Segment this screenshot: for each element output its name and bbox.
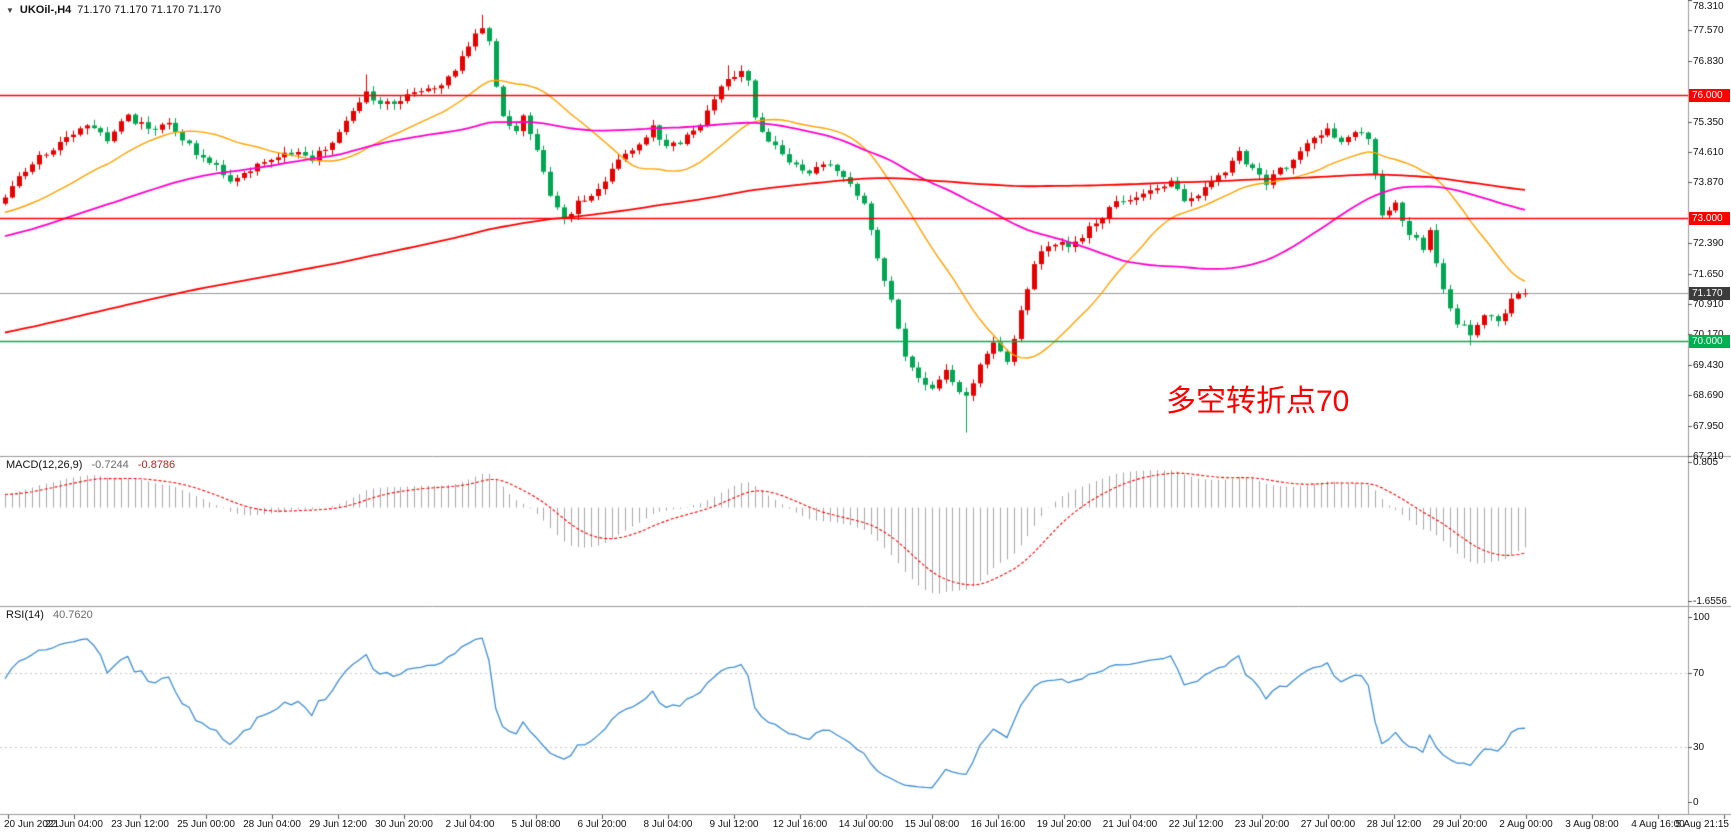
symbol-title: UKOil-,H4: [19, 4, 72, 16]
annotation-text: 多空转折点70: [1166, 385, 1350, 418]
symbol-ohlc-values: 71.170 71.170 71.170 71.170: [77, 4, 222, 16]
macd-value-main: -0.7244: [91, 459, 129, 471]
macd-indicator-name: MACD(12,26,9): [6, 459, 83, 471]
macd-value-signal: -0.8786: [137, 459, 176, 471]
collapse-indicators-icon[interactable]: ▼: [6, 5, 14, 15]
rsi-value: 40.7620: [52, 609, 93, 621]
rsi-indicator-name: RSI(14): [6, 609, 44, 621]
symbol-info: ▼ UKOil-,H4 71.170 71.170 71.170 71.170: [6, 4, 221, 16]
macd-panel-label: MACD(12,26,9) -0.7244 -0.8786: [6, 459, 175, 471]
rsi-panel-label: RSI(14) 40.7620: [6, 609, 93, 621]
